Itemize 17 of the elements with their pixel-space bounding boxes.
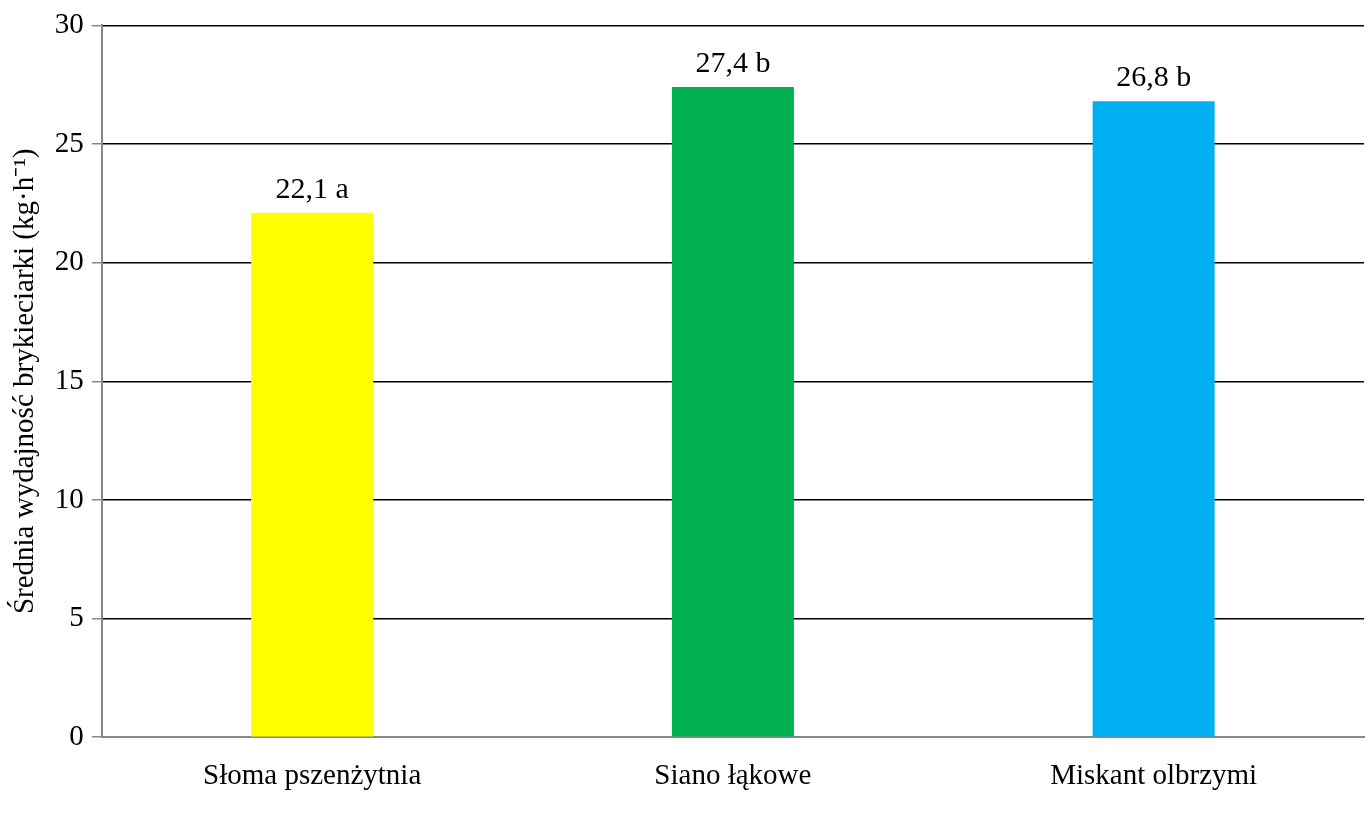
y-tick-label: 20 xyxy=(54,244,84,277)
data-label: 26,8 b xyxy=(1116,59,1192,93)
data-label: 27,4 b xyxy=(695,44,771,78)
y-axis-title: Średnia wydajność brykieciarki (kg·h⁻¹) xyxy=(7,148,41,615)
bar xyxy=(1092,101,1215,737)
y-tick-label: 0 xyxy=(69,718,84,751)
x-tick-label: Siano łąkowe xyxy=(654,758,812,791)
bar xyxy=(671,87,794,737)
y-tick-label: 15 xyxy=(54,362,84,395)
x-tick-label: Miskant olbrzymi xyxy=(1050,758,1258,791)
y-tick-label: 5 xyxy=(69,600,84,633)
bar xyxy=(251,212,374,737)
data-label: 22,1 a xyxy=(275,170,349,204)
y-tick-label: 30 xyxy=(54,7,84,40)
y-tick-label: 10 xyxy=(54,481,84,514)
x-tick-label: Słoma pszenżytnia xyxy=(203,758,422,791)
y-tick-label: 25 xyxy=(54,125,84,158)
